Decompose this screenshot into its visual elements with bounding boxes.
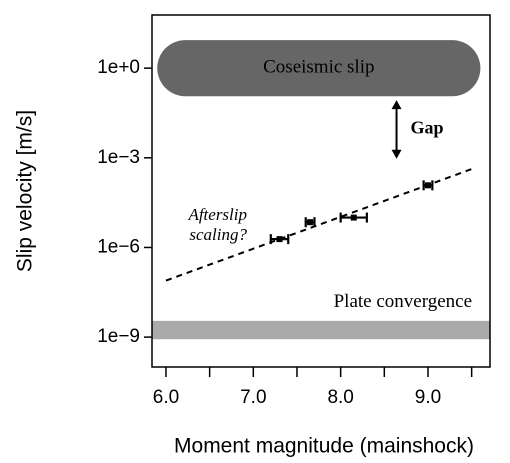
x-tick-label: 8.0: [327, 387, 353, 408]
point: [276, 236, 283, 243]
point: [307, 219, 314, 226]
x-tick-label: 9.0: [415, 387, 441, 408]
arrow-head: [391, 149, 402, 159]
plot-frame: [151, 14, 491, 368]
annotation: scaling?: [189, 225, 247, 244]
point: [350, 214, 357, 221]
band-label: Plate convergence: [334, 291, 472, 312]
y-tick-label: 1e−9: [97, 326, 140, 347]
y-tick-label: 1e+0: [97, 57, 140, 78]
x-tick-label: 7.0: [240, 387, 266, 408]
y-axis-label: Slip velocity [m/s]: [14, 110, 37, 272]
x-tick-label: 6.0: [153, 387, 179, 408]
gap-label: Gap: [411, 118, 444, 138]
annotation: Afterslip: [187, 205, 247, 224]
y-tick-label: 1e−3: [97, 147, 140, 168]
arrow-head: [391, 100, 402, 110]
x-axis-label: Moment magnitude (mainshock): [174, 435, 474, 458]
y-tick-label: 1e−6: [97, 236, 140, 257]
band: [157, 40, 481, 97]
point: [424, 182, 431, 189]
band-label: Coseismic slip: [263, 56, 374, 77]
band: [152, 320, 490, 340]
